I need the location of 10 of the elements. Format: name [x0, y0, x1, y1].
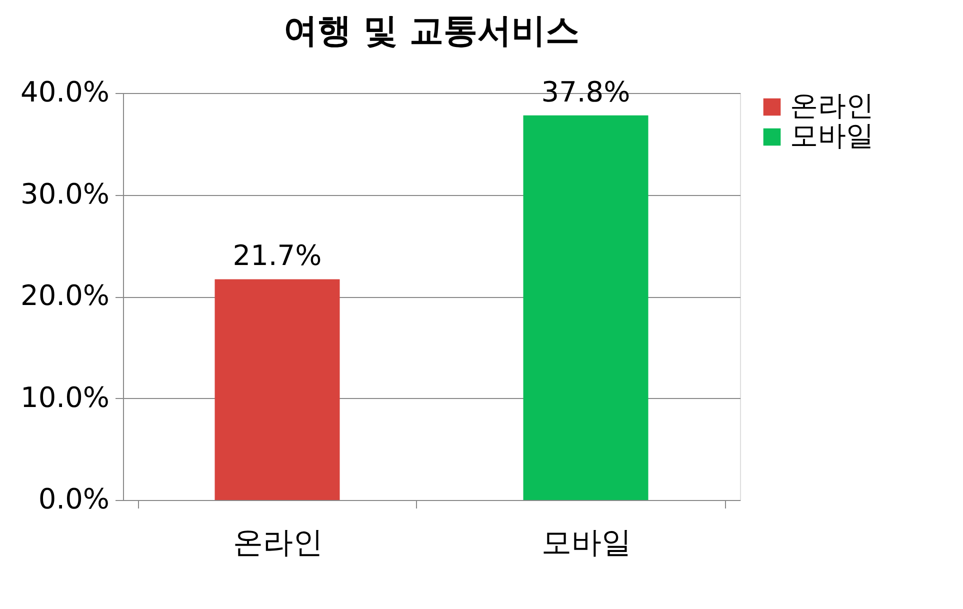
y-tick-label: 30.0% [20, 177, 110, 210]
y-tick-label: 0.0% [38, 482, 110, 516]
y-tick-label: 10.0% [20, 380, 110, 414]
legend-label: 온라인 [790, 89, 874, 122]
y-tick-label: 20.0% [20, 279, 110, 312]
data-label: 21.7% [232, 239, 322, 272]
chart-title: 여행 및 교통서비스 [284, 11, 580, 51]
y-tick-label: 40.0% [20, 76, 110, 108]
data-label: 37.8% [541, 75, 630, 108]
legend-label: 모바일 [790, 119, 874, 152]
